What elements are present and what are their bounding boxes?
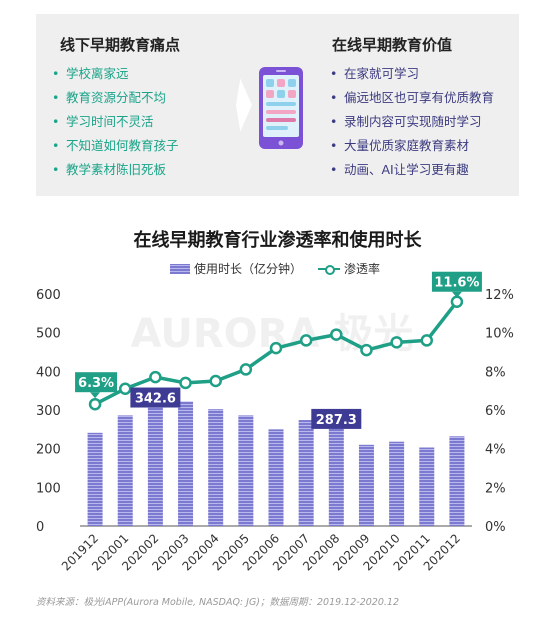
- data-label: 287.3: [316, 413, 357, 428]
- line-point: [239, 363, 253, 376]
- legend-line-label: 渗透率: [344, 262, 381, 276]
- bar: [358, 444, 374, 526]
- callout-pointer: [90, 392, 101, 399]
- data-label: 6.3%: [78, 376, 114, 391]
- legend-bar-swatch: [170, 263, 190, 274]
- penetration-callout-box: [75, 372, 118, 393]
- pain-points-list: • 学校离家远 • 教育资源分配不均 • 学习时间不灵活 • 不知道如何教育孩子 • 教学…: [52, 62, 179, 182]
- bar: [449, 436, 465, 526]
- bar: [389, 441, 405, 526]
- bar: [147, 393, 163, 526]
- line-point: [209, 374, 222, 388]
- line-point: [330, 328, 343, 341]
- pain-point-item: • 教育资源分配不均: [52, 90, 167, 105]
- pain-point-item: • 学校离家远: [52, 66, 129, 81]
- bar: [419, 447, 435, 526]
- value-item: • 动画、AI让学习更有趣: [330, 162, 469, 177]
- y-right-tick-label: 10%: [485, 327, 514, 342]
- bar: [117, 415, 133, 526]
- line-point: [149, 370, 162, 384]
- y-right-tick-label: 2%: [485, 481, 506, 496]
- value-item: • 大量优质家庭教育素材: [330, 138, 470, 153]
- y-right-tick-label: 12%: [485, 288, 514, 303]
- line-point: [450, 295, 464, 308]
- y-right-tick-label: 6%: [485, 404, 506, 419]
- legend-bar-label: 使用时长（亿分钟）: [194, 262, 303, 276]
- y-right-tick-label: 0%: [485, 520, 506, 535]
- legend-line-swatch: [318, 264, 341, 275]
- y-left-tick-label: 100: [36, 481, 61, 496]
- phone-icon: [259, 67, 303, 149]
- y-left-tick-label: 0: [36, 520, 44, 535]
- y-left-tick-label: 200: [36, 443, 61, 458]
- pain-point-item: • 教学素材陈旧死板: [52, 162, 167, 177]
- pain-point-item: • 学习时间不灵活: [52, 114, 154, 129]
- duration-callout-box: [130, 387, 181, 408]
- data-label: 11.6%: [434, 276, 479, 291]
- line-point: [390, 336, 403, 349]
- penetration-callout-box: [431, 271, 482, 292]
- line-point: [88, 397, 102, 411]
- y-left-tick-label: 500: [36, 327, 61, 342]
- pain-points-title: 线下早期教育痛点: [60, 36, 181, 54]
- bar: [298, 420, 314, 526]
- line-point: [269, 341, 283, 355]
- y-left-tick-label: 600: [36, 288, 61, 303]
- y-left-tick-label: 400: [36, 365, 61, 380]
- data-label: 342.6: [135, 392, 176, 407]
- data-source-note: 资料来源：极光iAPP(Aurora Mobile, NASDAQ: JG)；数…: [36, 597, 400, 608]
- value-title: 在线早期教育价值: [332, 36, 453, 54]
- line-point: [299, 334, 313, 347]
- line-point: [118, 382, 132, 395]
- chart-title: 在线早期教育行业渗透率和使用时长: [133, 230, 422, 251]
- value-item: • 偏远地区也可享有优质教育: [330, 90, 495, 105]
- y-right-tick-label: 4%: [485, 443, 506, 458]
- bar: [208, 409, 224, 526]
- bar: [268, 429, 284, 526]
- bar: [328, 414, 344, 526]
- value-item: • 在家就可学习: [330, 66, 420, 81]
- y-left-tick-label: 300: [36, 404, 61, 419]
- value-item: • 录制内容可实现随时学习: [330, 114, 482, 129]
- line-point: [360, 343, 373, 357]
- callout-pointer: [451, 291, 462, 298]
- line-point: [179, 376, 192, 390]
- bar: [238, 415, 254, 526]
- bar: [178, 401, 194, 526]
- pain-point-item: • 不知道如何教育孩子: [52, 138, 179, 153]
- y-right-tick-label: 8%: [485, 365, 506, 380]
- pain-points-panel: [36, 14, 251, 196]
- chart-legend: 使用时长（亿分钟） 渗透率: [170, 260, 380, 277]
- value-list: • 在家就可学习 • 偏远地区也可享有优质教育 • 录制内容可实现随时学习 • 大量优质…: [330, 62, 494, 182]
- line-point: [420, 334, 434, 347]
- bar: [87, 432, 103, 526]
- duration-callout-box: [311, 408, 362, 429]
